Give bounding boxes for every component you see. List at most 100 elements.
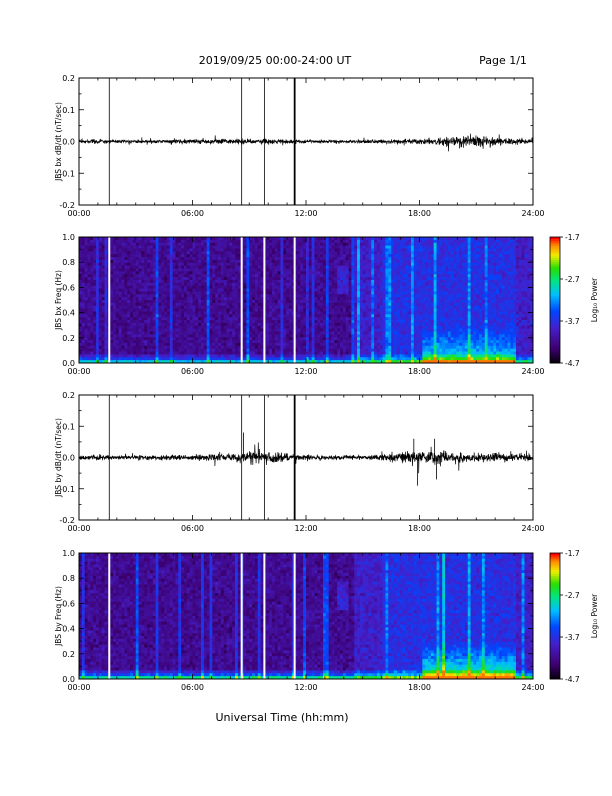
spectrogram-cell — [343, 300, 346, 303]
spectrogram-cell — [150, 257, 153, 260]
spectrogram-cell — [212, 352, 215, 355]
spectrogram-cell — [184, 337, 187, 340]
spectrogram-cell — [275, 297, 278, 300]
spectrogram-cell — [366, 294, 369, 297]
spectrogram-cell — [218, 306, 221, 309]
spectrogram-cell — [278, 303, 281, 306]
spectrogram-cell — [289, 254, 292, 257]
spectrogram-cell — [383, 271, 386, 274]
spectrogram-cell — [127, 352, 130, 355]
spectrogram-cell — [147, 349, 150, 352]
spectrogram-cell — [139, 257, 142, 260]
spectrogram-cell — [173, 354, 176, 357]
spectrogram-cell — [229, 314, 232, 317]
spectrogram-cell — [368, 274, 371, 277]
spectrogram-cell — [317, 271, 320, 274]
spectrogram-cell — [261, 277, 264, 280]
spectrogram-cell — [198, 309, 201, 312]
spectrogram-cell — [221, 286, 224, 289]
spectrogram-cell — [388, 251, 391, 254]
spectrogram-cell — [147, 280, 150, 283]
spectrogram-cell — [354, 337, 357, 340]
spectrogram-cell — [323, 271, 326, 274]
spectrogram-cell — [297, 309, 300, 312]
spectrogram-cell — [261, 346, 264, 349]
spectrogram-cell — [122, 354, 125, 357]
spectrogram-cell — [195, 303, 198, 306]
spectrogram-cell — [252, 354, 255, 357]
spectrogram-cell — [244, 334, 247, 337]
spectrogram-cell — [167, 248, 170, 251]
spectrogram-cell — [337, 246, 340, 249]
spectrogram-cell — [261, 357, 264, 360]
spectrogram-cell — [224, 297, 227, 300]
spectrogram-cell — [85, 294, 88, 297]
spectrogram-cell — [289, 332, 292, 335]
spectrogram-cell — [278, 280, 281, 283]
spectrogram-cell — [320, 337, 323, 340]
spectrogram-cell — [164, 357, 167, 360]
spectrogram-cell — [198, 320, 201, 323]
spectrogram-cell — [227, 326, 230, 329]
spectrogram-cell — [215, 294, 218, 297]
spectrogram-cell — [150, 352, 153, 355]
spectrogram-cell — [289, 283, 292, 286]
spectrogram-cell — [349, 300, 352, 303]
spectrogram-cell — [221, 309, 224, 312]
spectrogram-cell — [198, 303, 201, 306]
spectrogram-cell — [360, 311, 363, 314]
spectrogram-cell — [105, 286, 108, 289]
spectrogram-cell — [224, 271, 227, 274]
spectrogram-cell — [320, 297, 323, 300]
spectrogram-cell — [351, 286, 354, 289]
spectrogram-cell — [317, 274, 320, 277]
spectrogram-cell — [238, 311, 241, 314]
spectrogram-cell — [136, 320, 139, 323]
spectrogram-cell — [334, 311, 337, 314]
spectrogram-cell — [136, 309, 139, 312]
spectrogram-cell — [252, 289, 255, 292]
spectrogram-cell — [255, 251, 258, 254]
spectrogram-cell — [204, 286, 207, 289]
spectrogram-cell — [153, 300, 156, 303]
spectrogram-cell — [235, 286, 238, 289]
spectrogram-cell — [181, 303, 184, 306]
spectrogram-cell — [207, 349, 210, 352]
spectrogram-cell — [204, 269, 207, 272]
spectrogram-cell — [266, 263, 269, 266]
spectrogram-cell — [272, 300, 275, 303]
spectrogram-cell — [110, 354, 113, 357]
spectrogram-cell — [156, 349, 159, 352]
spectrogram-cell — [144, 300, 147, 303]
spectrogram-cell — [133, 297, 136, 300]
spectrogram-cell — [280, 269, 283, 272]
spectrogram-cell — [377, 320, 380, 323]
spectrogram-cell — [286, 357, 289, 360]
spectrogram-cell — [363, 337, 366, 340]
spectrogram-cell — [349, 291, 352, 294]
spectrogram-cell — [167, 300, 170, 303]
spectrogram-cell — [99, 263, 102, 266]
spectrogram-cell — [116, 352, 119, 355]
spectrogram-cell — [357, 311, 360, 314]
spectrogram-cell — [122, 283, 125, 286]
spectrogram-cell — [184, 246, 187, 249]
spectrogram-cell — [280, 314, 283, 317]
spectrogram-cell — [258, 263, 261, 266]
spectrogram-cell — [249, 334, 252, 337]
spectrogram-cell — [116, 263, 119, 266]
spectrogram-cell — [360, 246, 363, 249]
spectrogram-cell — [377, 354, 380, 357]
spectrogram-cell — [144, 246, 147, 249]
spectrogram-cell — [317, 317, 320, 320]
spectrogram-cell — [105, 323, 108, 326]
spectrogram-cell — [349, 346, 352, 349]
spectrogram-cell — [238, 340, 241, 343]
spectrogram-cell — [173, 251, 176, 254]
spectrogram-cell — [93, 300, 96, 303]
spectrogram-cell — [340, 334, 343, 337]
spectrogram-cell — [156, 334, 159, 337]
spectrogram-cell — [116, 294, 119, 297]
spectrogram-cell — [221, 320, 224, 323]
spectrogram-cell — [337, 303, 340, 306]
